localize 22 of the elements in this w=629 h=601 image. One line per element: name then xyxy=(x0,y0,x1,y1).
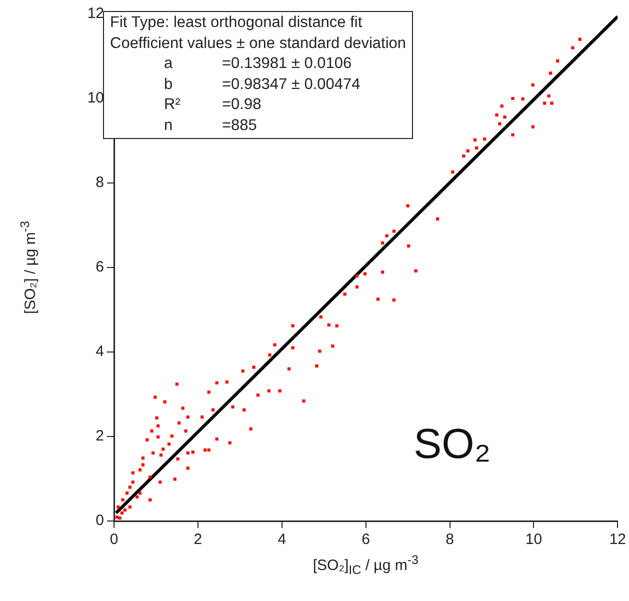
text: a =0.13981 ± 0.0106 xyxy=(164,55,352,72)
text: R² =0.98 xyxy=(164,96,262,113)
y-tick-label: 6 xyxy=(96,258,104,276)
y-tick-label: 0 xyxy=(96,512,104,530)
text: b =0.98347 ± 0.00474 xyxy=(164,76,360,92)
x-tick-label: 4 xyxy=(278,531,286,548)
x-tick-label: 10 xyxy=(525,531,542,548)
annotation: Coefficient values ± one standard deviation xyxy=(110,34,406,54)
y-tick-label: 8 xyxy=(96,174,104,192)
y-tick-label: 12 xyxy=(87,5,104,22)
annotation: Fit Type: least orthogonal distance fit xyxy=(110,13,364,33)
x-tick-label: 8 xyxy=(446,531,454,548)
x-axis-title: [SO₂]$_{IC}$ / µg m$^{-3}$ xyxy=(312,553,418,577)
x-tick-label: 2 xyxy=(194,531,202,548)
x-tick-label: 0 xyxy=(110,531,118,548)
text: n =885 xyxy=(164,116,257,134)
y-tick-label: 2 xyxy=(96,428,104,445)
x-tick-label: 12 xyxy=(609,531,626,548)
y-tick-label: 4 xyxy=(96,343,104,360)
annotation: SO₂ xyxy=(414,420,491,468)
y-tick-label: 10 xyxy=(87,90,104,107)
x-tick-label: 6 xyxy=(362,531,370,548)
